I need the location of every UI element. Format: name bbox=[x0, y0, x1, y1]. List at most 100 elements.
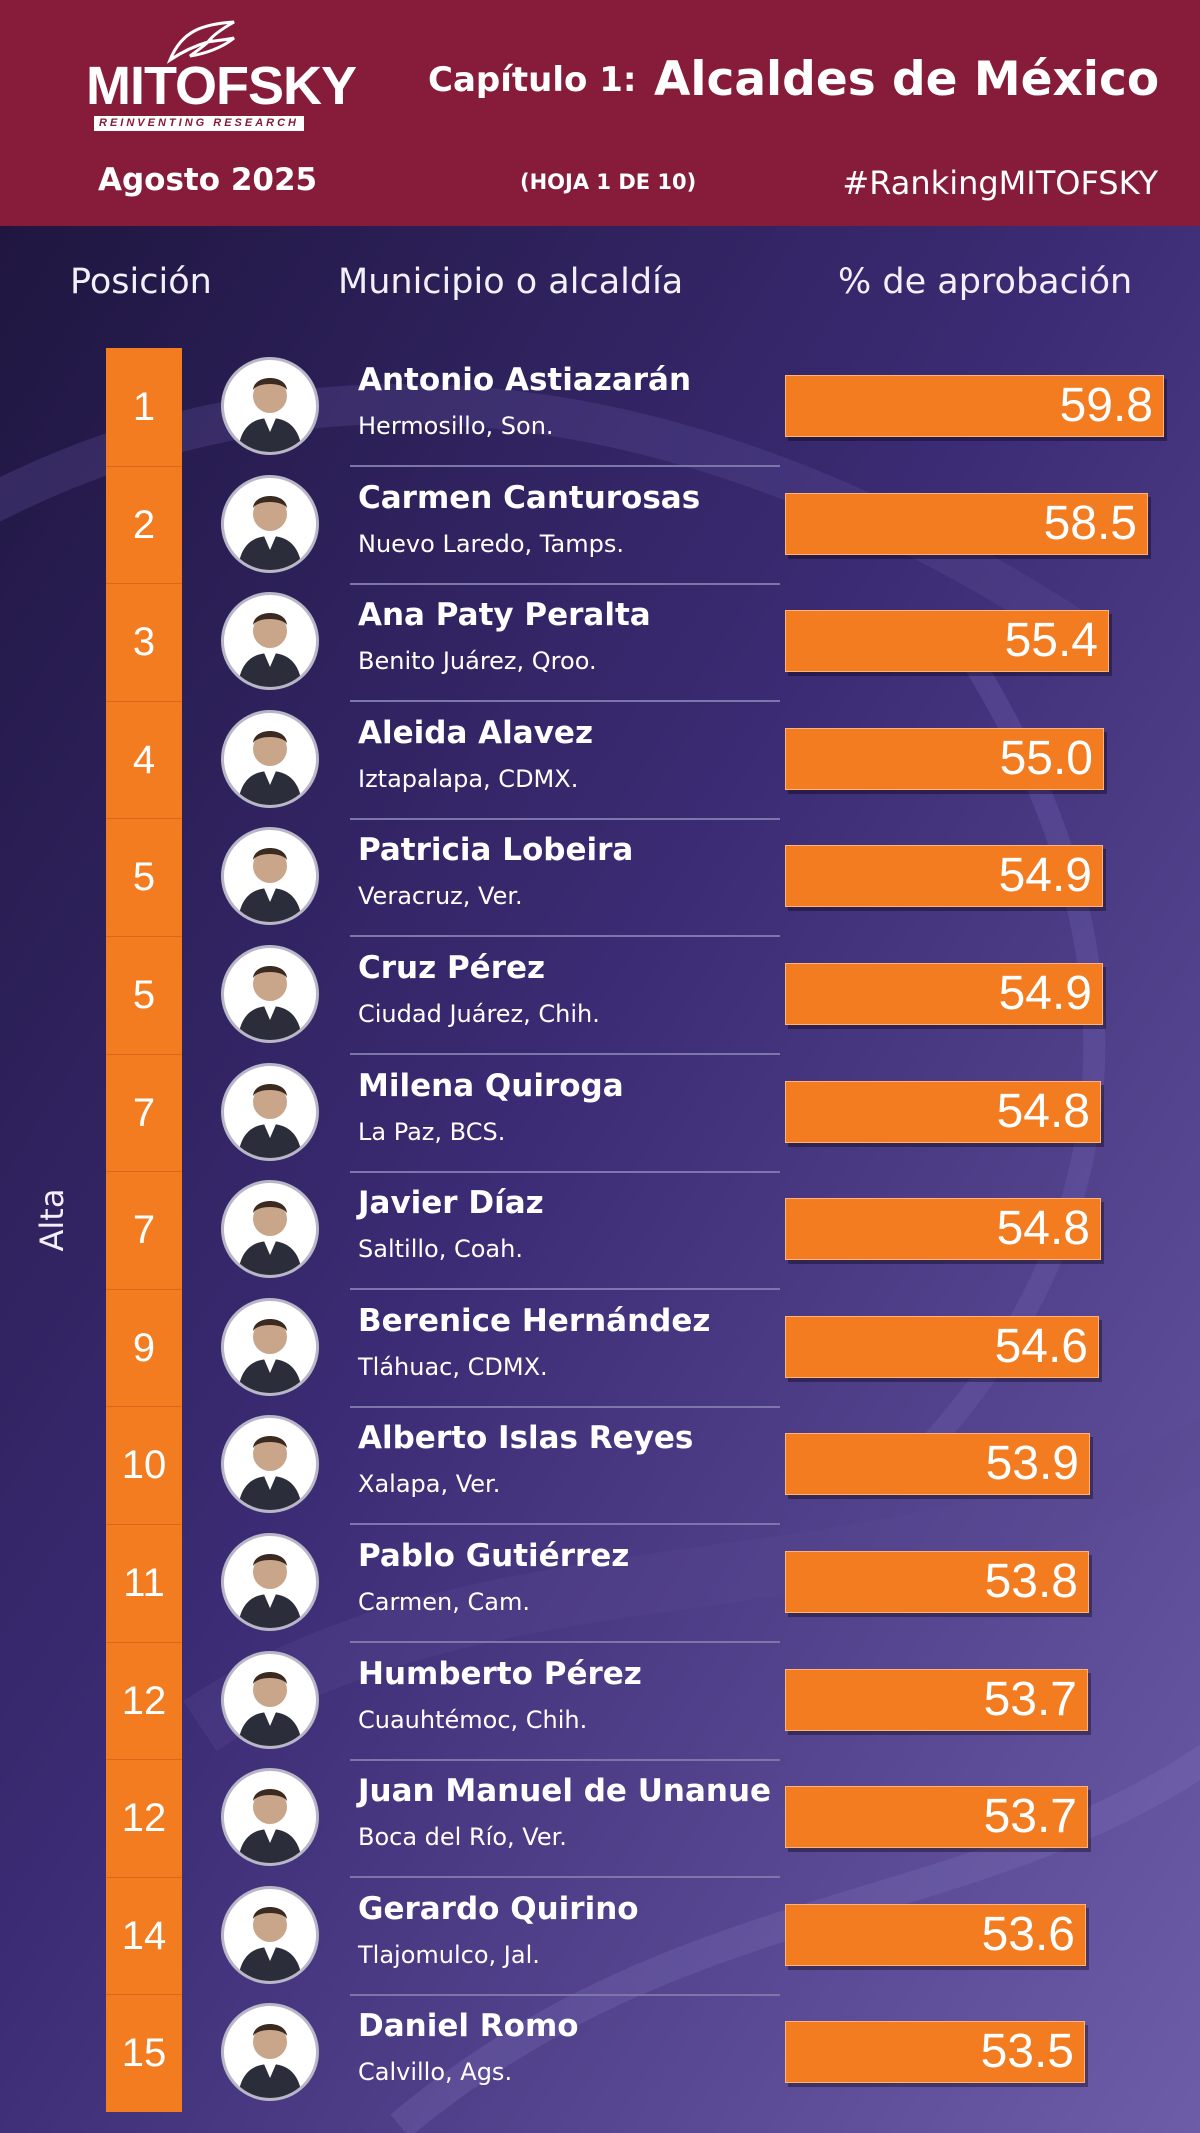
approval-bar: 59.8 bbox=[785, 375, 1164, 437]
mayor-name: Alberto Islas Reyes bbox=[358, 1420, 694, 1457]
mayor-name: Ana Paty Peralta bbox=[358, 597, 651, 634]
rank-separator bbox=[106, 1994, 182, 1996]
rank-number: 9 bbox=[132, 1325, 156, 1370]
mayor-name: Milena Quiroga bbox=[358, 1067, 624, 1104]
avatar bbox=[221, 709, 319, 808]
approval-value: 55.4 bbox=[1004, 614, 1098, 668]
rank-number: 5 bbox=[132, 973, 156, 1017]
column-header-approval: % de aprobación bbox=[838, 262, 1133, 302]
column-header-position: Posición bbox=[70, 262, 212, 302]
rank-number: 14 bbox=[121, 1913, 167, 1958]
row-divider bbox=[350, 1758, 780, 1761]
person-icon bbox=[238, 1554, 302, 1628]
municipality-name: Benito Juárez, Qroo. bbox=[358, 647, 597, 676]
row-divider bbox=[350, 1523, 780, 1526]
person-icon bbox=[238, 730, 302, 805]
person-icon bbox=[238, 966, 302, 1040]
mayor-name: Javier Díaz bbox=[358, 1185, 544, 1222]
person-icon bbox=[238, 378, 302, 452]
municipality-name: Nuevo Laredo, Tamps. bbox=[358, 529, 624, 558]
row-divider bbox=[350, 465, 780, 467]
mayor-name: Cruz Pérez bbox=[358, 950, 546, 986]
approval-bar: 54.8 bbox=[785, 1198, 1101, 1261]
avatar bbox=[221, 1768, 319, 1867]
row-divider bbox=[350, 1876, 780, 1879]
avatar bbox=[221, 827, 319, 926]
avatar bbox=[221, 1650, 319, 1749]
person-icon bbox=[238, 1671, 302, 1746]
row-divider bbox=[350, 935, 780, 938]
logo-tagline: REINVENTING RESEARCH bbox=[94, 116, 304, 131]
approval-value: 54.6 bbox=[994, 1319, 1088, 1373]
avatar bbox=[221, 357, 319, 455]
municipality-name: Boca del Río, Ver. bbox=[358, 1823, 567, 1852]
person-icon bbox=[238, 1083, 302, 1158]
page-title: Alcaldes de México bbox=[654, 52, 1160, 107]
person-icon bbox=[238, 495, 302, 570]
approval-value: 53.6 bbox=[981, 1907, 1075, 1961]
avatar bbox=[221, 1297, 319, 1396]
municipality-name: Calvillo, Ags. bbox=[358, 2058, 513, 2087]
row-divider bbox=[350, 1641, 780, 1643]
mayor-name: Berenice Hernández bbox=[358, 1302, 711, 1339]
avatar bbox=[221, 474, 319, 573]
mayor-name: Daniel Romo bbox=[358, 2008, 579, 2045]
approval-value: 54.8 bbox=[996, 1202, 1090, 1256]
rank-column-strip bbox=[106, 348, 182, 2112]
approval-value: 55.0 bbox=[999, 731, 1093, 785]
rank-number: 4 bbox=[132, 737, 156, 782]
mayor-name: Humberto Pérez bbox=[358, 1655, 642, 1692]
table-row: 12 Juan Manuel de Unanue Boca del Río, Ver… bbox=[0, 1759, 1200, 1879]
rank-separator bbox=[106, 1406, 182, 1408]
rank-separator bbox=[106, 465, 182, 467]
table-row: 12 Humberto Pérez Cuauhtémoc, Chih. 53.7 bbox=[0, 1641, 1200, 1761]
approval-bar: 54.8 bbox=[785, 1080, 1101, 1143]
column-header-municipality: Municipio o alcaldía bbox=[338, 262, 684, 302]
rank-number: 12 bbox=[121, 1678, 167, 1723]
approval-value: 53.7 bbox=[983, 1672, 1077, 1726]
rank-number: 1 bbox=[132, 385, 156, 429]
approval-bar: 53.9 bbox=[785, 1433, 1090, 1496]
rank-number: 10 bbox=[121, 1443, 167, 1488]
mayor-name: Antonio Astiazarán bbox=[358, 362, 692, 398]
row-divider bbox=[350, 1993, 780, 1996]
table-row: 15 Daniel Romo Calvillo, Ags. 53.5 bbox=[0, 1994, 1200, 2112]
approval-bar: 54.9 bbox=[785, 963, 1103, 1025]
row-divider bbox=[350, 1288, 780, 1291]
table-row: 4 Aleida Alavez Iztapalapa, CDMX. 55.0 bbox=[0, 700, 1200, 820]
wing-icon bbox=[166, 20, 235, 64]
chapter-label: Capítulo 1: bbox=[428, 60, 637, 100]
mayor-name: Aleida Alavez bbox=[358, 714, 593, 751]
mitofsky-logo: MITOFSKY REINVENTING RESEARCH bbox=[86, 20, 357, 132]
row-divider bbox=[350, 582, 780, 585]
header-banner: MITOFSKY REINVENTING RESEARCH Capítulo 1… bbox=[0, 0, 1200, 226]
avatar bbox=[221, 592, 319, 691]
table-row: 2 Carmen Canturosas Nuevo Laredo, Tamps. 58… bbox=[0, 465, 1200, 585]
table-row: 7 Javier Díaz Saltillo, Coah. 54.8 bbox=[0, 1171, 1200, 1291]
approval-value: 54.8 bbox=[996, 1084, 1090, 1138]
approval-value: 53.7 bbox=[983, 1790, 1077, 1844]
person-icon bbox=[238, 613, 302, 688]
row-divider bbox=[350, 817, 780, 820]
approval-bar: 58.5 bbox=[785, 492, 1148, 555]
municipality-name: Tlajomulco, Jal. bbox=[358, 1940, 540, 1969]
row-divider bbox=[350, 700, 780, 703]
rank-separator bbox=[106, 1171, 182, 1173]
avatar bbox=[221, 945, 319, 1043]
date-label: Agosto 2025 bbox=[98, 162, 318, 198]
rank-separator bbox=[106, 1641, 182, 1643]
approval-value: 59.8 bbox=[1059, 379, 1153, 432]
mayor-name: Carmen Canturosas bbox=[358, 479, 701, 516]
approval-value: 54.9 bbox=[998, 967, 1092, 1020]
municipality-name: Tláhuac, CDMX. bbox=[358, 1352, 548, 1381]
avatar bbox=[221, 1180, 319, 1279]
rank-number: 12 bbox=[121, 1796, 167, 1841]
mayor-name: Juan Manuel de Unanue bbox=[358, 1773, 772, 1810]
approval-value: 53.8 bbox=[984, 1555, 1078, 1608]
person-icon bbox=[238, 848, 302, 923]
approval-bar: 55.4 bbox=[785, 610, 1109, 673]
approval-value: 54.9 bbox=[998, 849, 1092, 903]
mayor-name: Gerardo Quirino bbox=[358, 1890, 639, 1927]
rank-number: 7 bbox=[132, 1090, 156, 1135]
table-row: 14 Gerardo Quirino Tlajomulco, Jal. 53.6 bbox=[0, 1876, 1200, 1996]
